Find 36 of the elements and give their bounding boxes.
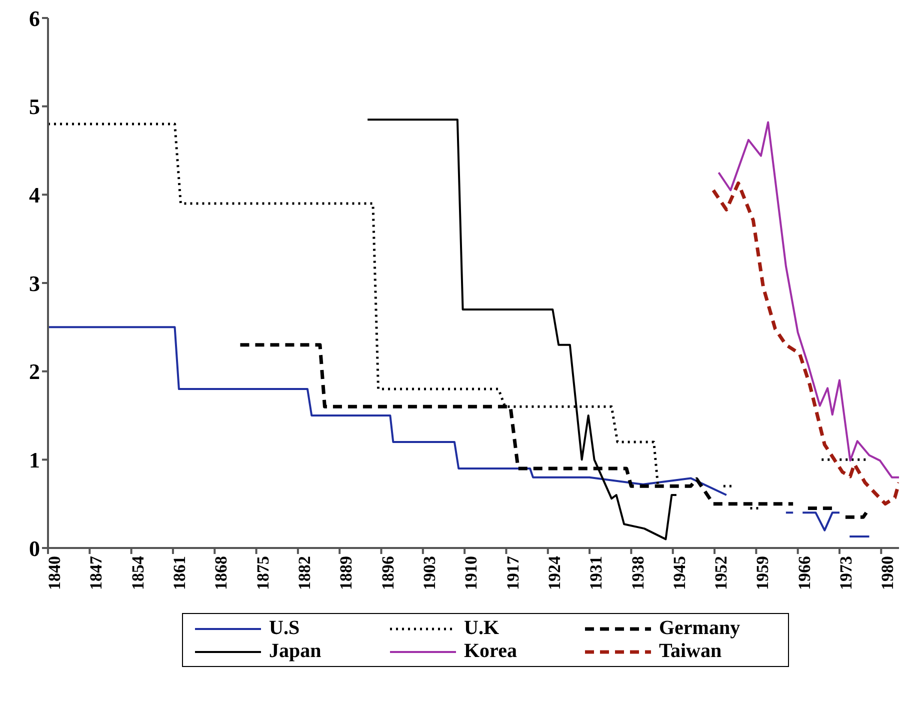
x-tick-label: 1945 — [670, 556, 689, 590]
x-tick-label: 1959 — [753, 556, 772, 590]
x-tick-label: 1896 — [378, 556, 398, 590]
x-tick-label: 1931 — [586, 556, 606, 590]
legend-label: U.K — [464, 617, 499, 640]
x-tick-label: 1938 — [628, 556, 648, 590]
y-tick-label: 5 — [29, 94, 40, 120]
y-tick-label: 4 — [29, 182, 40, 208]
x-tick-label: 1980 — [878, 556, 898, 590]
x-tick-label: 1924 — [544, 556, 564, 590]
x-tick-label: 1882 — [295, 556, 314, 590]
x-tick-label: 1966 — [794, 556, 814, 590]
line-series — [718, 121, 899, 478]
legend-label: Taiwan — [659, 640, 722, 663]
x-tick-label: 1847 — [86, 556, 106, 590]
x-tick-label: 1875 — [253, 556, 272, 590]
x-tick-label: 1903 — [420, 556, 439, 590]
x-tick-label: 1889 — [336, 556, 356, 590]
x-tick-label: 1952 — [712, 556, 731, 590]
y-tick-label: 1 — [29, 447, 40, 472]
x-tick-label: 1840 — [45, 556, 64, 590]
x-tick-label: 1910 — [462, 556, 481, 590]
y-tick-label: 2 — [29, 359, 40, 384]
y-tick-label: 3 — [29, 270, 40, 296]
y-tick-label: 6 — [29, 6, 40, 31]
legend-label: Japan — [269, 640, 322, 663]
line-series — [712, 181, 899, 506]
legend-label: Korea — [464, 640, 517, 663]
x-tick-label: 1861 — [170, 556, 190, 590]
legend-label: Germany — [659, 617, 740, 640]
x-tick-label: 1917 — [503, 556, 522, 590]
x-tick-label: 1973 — [836, 556, 856, 590]
y-tick-label: 0 — [29, 536, 40, 561]
x-tick-label: 1868 — [212, 556, 231, 590]
legend-label: U.S — [269, 617, 300, 640]
x-tick-label: 1854 — [128, 556, 148, 590]
